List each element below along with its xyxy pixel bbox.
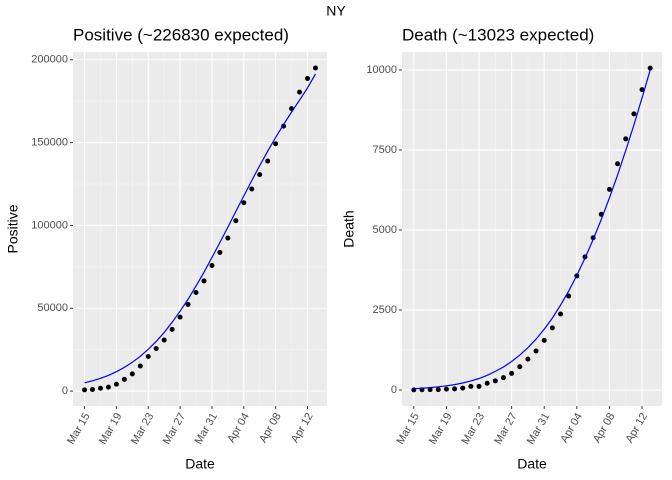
y-tick-label: 100000: [31, 219, 68, 231]
x-tick-label: Apr 04: [225, 411, 252, 445]
data-point: [113, 381, 119, 387]
data-point: [631, 111, 637, 117]
x-tick-label: Mar 27: [161, 411, 189, 447]
data-point: [427, 387, 433, 393]
y-axis-label: Death: [341, 210, 357, 247]
y-tick-label: 150000: [31, 137, 68, 149]
data-point: [623, 136, 629, 142]
data-point: [558, 311, 564, 317]
data-point: [97, 385, 103, 391]
x-tick-label: Mar 19: [427, 411, 455, 447]
data-point: [312, 65, 318, 71]
data-point: [121, 376, 127, 382]
data-point: [137, 363, 143, 369]
data-point: [201, 278, 207, 284]
data-point: [476, 383, 482, 389]
data-point: [241, 200, 247, 206]
data-point: [500, 375, 506, 381]
data-point: [460, 385, 466, 391]
data-point: [525, 356, 531, 362]
x-tick-label: Apr 08: [591, 411, 618, 445]
x-tick-label: Apr 12: [289, 411, 316, 445]
data-point: [517, 364, 523, 370]
data-point: [639, 87, 645, 93]
data-point: [185, 301, 191, 307]
data-point: [606, 186, 612, 192]
data-point: [443, 386, 449, 392]
y-tick-label: 10000: [366, 64, 397, 76]
x-tick-label: Apr 12: [624, 411, 651, 445]
plot-background: [73, 52, 327, 406]
y-axis-label: Positive: [5, 204, 21, 253]
data-point: [647, 65, 653, 71]
data-point: [90, 387, 96, 393]
x-tick-label: Mar 31: [525, 411, 553, 447]
x-axis-label: Date: [517, 456, 547, 472]
data-point: [82, 387, 88, 393]
data-point: [217, 249, 223, 255]
figure-title: NY: [326, 3, 346, 19]
x-tick-label: Mar 23: [460, 411, 488, 447]
data-point: [541, 337, 547, 343]
x-axis-label: Date: [185, 456, 215, 472]
data-point: [484, 380, 490, 386]
data-point: [452, 386, 458, 392]
data-point: [297, 89, 303, 95]
data-point: [549, 325, 555, 331]
chart-title: Positive (~226830 expected): [73, 25, 289, 44]
data-point: [468, 383, 474, 389]
data-point: [509, 370, 515, 376]
y-tick-label: 50000: [37, 302, 68, 314]
data-point: [177, 314, 183, 320]
x-tick-label: Apr 08: [257, 411, 284, 445]
data-point: [161, 337, 167, 343]
data-point: [105, 384, 111, 390]
x-tick-label: Mar 15: [65, 411, 93, 447]
plot-background: [402, 52, 662, 406]
data-point: [145, 354, 151, 360]
data-point: [209, 263, 215, 269]
x-tick-label: Mar 23: [129, 411, 157, 447]
chart-title: Death (~13023 expected): [402, 25, 594, 44]
x-tick-label: Mar 15: [394, 411, 422, 447]
x-tick-label: Apr 04: [558, 411, 585, 445]
data-point: [533, 348, 539, 354]
data-point: [153, 346, 159, 352]
data-point: [249, 186, 255, 192]
x-tick-label: Mar 27: [492, 411, 520, 447]
x-tick-label: Mar 31: [193, 411, 221, 447]
data-point: [233, 218, 239, 224]
y-tick-label: 2500: [373, 304, 397, 316]
x-tick-label: Mar 19: [97, 411, 125, 447]
data-point: [492, 378, 498, 384]
data-point: [257, 172, 263, 178]
data-point: [169, 326, 175, 332]
y-tick-label: 200000: [31, 54, 68, 66]
data-point: [129, 371, 135, 377]
data-point: [273, 141, 279, 147]
data-point: [566, 293, 572, 299]
y-tick-label: 5000: [373, 224, 397, 236]
fit-line: [84, 73, 317, 384]
data-point: [435, 387, 441, 393]
y-tick-label: 0: [391, 384, 397, 396]
data-point: [193, 290, 199, 296]
data-point: [265, 158, 271, 164]
data-point: [615, 161, 621, 167]
fit-line: [413, 69, 651, 390]
y-tick-label: 7500: [373, 144, 397, 156]
y-tick-label: 0: [62, 385, 68, 397]
data-point: [304, 76, 310, 82]
data-point: [225, 235, 231, 241]
